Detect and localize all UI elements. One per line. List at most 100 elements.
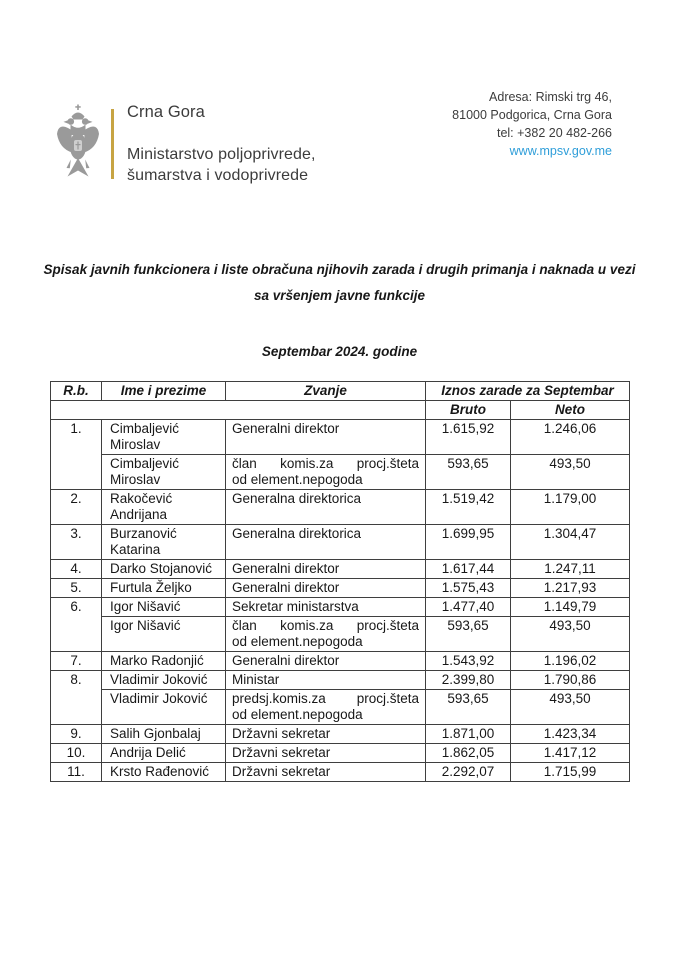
cell-bruto: 1.519,42 <box>425 489 511 525</box>
cell-zvanje: Generalni direktor <box>225 651 426 671</box>
cell-zvanje: Generalni direktor <box>225 419 426 455</box>
column-header-zvanje: Zvanje <box>225 381 426 401</box>
cell-bruto: 1.617,44 <box>425 559 511 579</box>
table-row: 9. Salih Gjonbalaj Državni sekretar 1.871,0… <box>50 724 630 744</box>
cell-name: Cimbaljević Miroslav <box>101 419 226 455</box>
cell-neto: 1.217,93 <box>510 578 630 598</box>
cell-name: Krsto Rađenović <box>101 762 226 782</box>
cell-rb: 1. <box>50 419 102 490</box>
cell-bruto: 593,65 <box>425 616 511 652</box>
cell-rb: 11. <box>50 762 102 782</box>
cell-zvanje: Državni sekretar <box>225 724 426 744</box>
cell-neto: 1.149,79 <box>510 597 630 617</box>
cell-zvanje: Sekretar ministarstva <box>225 597 426 617</box>
cell-rb: 4. <box>50 559 102 579</box>
cell-neto: 1.423,34 <box>510 724 630 744</box>
cell-bruto: 1.543,92 <box>425 651 511 671</box>
cell-bruto: 593,65 <box>425 689 511 725</box>
cell-rb: 6. <box>50 597 102 652</box>
cell-zvanje: član komis.za procj.šteta od element.nepogo… <box>225 616 426 652</box>
cell-neto: 1.247,11 <box>510 559 630 579</box>
cell-name: Cimbaljević Miroslav <box>101 454 226 490</box>
cell-rb: 5. <box>50 578 102 598</box>
table-row: 11. Krsto Rađenović Državni sekretar 2.292,… <box>50 762 630 782</box>
cell-rb: 2. <box>50 489 102 525</box>
cell-bruto: 593,65 <box>425 454 511 490</box>
website-link[interactable]: www.mpsv.gov.me <box>509 144 612 158</box>
cell-neto: 1.196,02 <box>510 651 630 671</box>
cell-zvanje: predsj.komis.za procj.šteta od element.nep… <box>225 689 426 725</box>
document-title: Spisak javnih funkcionera i liste obraču… <box>43 262 636 303</box>
cell-rb: 9. <box>50 724 102 744</box>
cell-neto: 1.304,47 <box>510 524 630 560</box>
cell-bruto: 1.699,95 <box>425 524 511 560</box>
document-period: Septembar 2024. godine <box>261 344 418 359</box>
ministry-name: Ministarstvo poljoprivrede, šumarstva i … <box>127 146 316 184</box>
table-row: 3. Burzanović Katarina Generalna direktori… <box>50 524 630 560</box>
table-row: Cimbaljević Miroslav član komis.za procj.št… <box>51 454 630 490</box>
cell-name: Darko Stojanović <box>101 559 226 579</box>
cell-name: Rakočević Andrijana <box>101 489 226 525</box>
cell-bruto: 1.575,43 <box>425 578 511 598</box>
montenegro-coat-of-arms-icon <box>57 104 99 176</box>
cell-name: Igor Nišavić <box>101 616 226 652</box>
cell-rb: 10. <box>50 743 102 763</box>
salary-table: R.b. Ime i prezime Zvanje Iznos zarade z… <box>50 381 630 782</box>
cell-neto: 493,50 <box>510 689 630 725</box>
contact-address-line1: Adresa: Rimski trg 46, <box>489 90 612 104</box>
cell-bruto: 2.399,80 <box>425 670 511 690</box>
header-row-2: Bruto Neto <box>50 400 630 420</box>
cell-neto: 1.179,00 <box>510 489 630 525</box>
cell-neto: 493,50 <box>510 616 630 652</box>
table-row: Vladimir Joković predsj.komis.za procj.šte… <box>51 689 630 725</box>
header-row-1: R.b. Ime i prezime Zvanje Iznos zarade z… <box>50 381 630 401</box>
contact-address-line2: 81000 Podgorica, Crna Gora <box>452 108 612 122</box>
cell-neto: 1.715,99 <box>510 762 630 782</box>
cell-bruto: 1.615,92 <box>425 419 511 455</box>
cell-name: Burzanović Katarina <box>101 524 226 560</box>
cell-name: Vladimir Joković <box>101 670 226 690</box>
table-row: 2. Rakočević Andrijana Generalna direktori… <box>50 489 630 525</box>
column-header-neto: Neto <box>510 400 630 420</box>
cell-bruto: 1.477,40 <box>425 597 511 617</box>
cell-zvanje: Generalna direktorica <box>225 524 426 560</box>
cell-zvanje: Generalna direktorica <box>225 489 426 525</box>
cell-zvanje: Generalni direktor <box>225 559 426 579</box>
cell-name: Vladimir Joković <box>101 689 226 725</box>
cell-neto: 1.246,06 <box>510 419 630 455</box>
cell-zvanje: Državni sekretar <box>225 743 426 763</box>
country-name: Crna Gora <box>127 103 205 121</box>
cell-rb: 7. <box>50 651 102 671</box>
contact-block: Adresa: Rimski trg 46, 81000 Podgorica, … <box>452 88 612 160</box>
table-row: 7. Marko Radonjić Generalni direktor 1.543,… <box>50 651 630 671</box>
cell-bruto: 1.862,05 <box>425 743 511 763</box>
table-row: 1. Cimbaljević Miroslav Generalni direktor… <box>50 419 630 490</box>
column-header-bruto: Bruto <box>425 400 511 420</box>
column-header-salary-group: Iznos zarade za Septembar <box>425 381 630 401</box>
salary-table-body: 1. Cimbaljević Miroslav Generalni direktor… <box>50 419 630 782</box>
gold-separator <box>111 108 114 179</box>
cell-name: Igor Nišavić <box>101 597 226 617</box>
cell-zvanje: Generalni direktor <box>225 578 426 598</box>
cell-name: Salih Gjonbalaj <box>101 724 226 744</box>
header-spacer-cell <box>50 400 426 420</box>
table-row: Igor Nišavić član komis.za procj.šteta od el… <box>51 616 630 652</box>
cell-zvanje: Ministar <box>225 670 426 690</box>
cell-rb: 8. <box>50 670 102 725</box>
cell-bruto: 2.292,07 <box>425 762 511 782</box>
table-row: 4. Darko Stojanović Generalni direktor 1.61… <box>50 559 630 579</box>
cell-bruto: 1.871,00 <box>425 724 511 744</box>
cell-name: Furtula Željko <box>101 578 226 598</box>
letterhead-brand: Crna Gora Ministarstvo poljoprivrede, šu… <box>56 80 316 207</box>
table-row: 5. Furtula Željko Generalni direktor 1.575,… <box>50 578 630 598</box>
column-header-name: Ime i prezime <box>101 381 226 401</box>
contact-phone: tel: +382 20 482-266 <box>496 126 612 140</box>
table-row: 6. Igor Nišavić Sekretar ministarstva 1.477… <box>50 597 630 652</box>
cell-rb: 3. <box>50 524 102 560</box>
cell-zvanje: Državni sekretar <box>225 762 426 782</box>
table-row: 10. Andrija Delić Državni sekretar 1.862,05… <box>50 743 630 763</box>
column-header-rb: R.b. <box>50 381 102 401</box>
cell-zvanje: član komis.za procj.šteta od element.nepogo… <box>225 454 426 490</box>
cell-neto: 493,50 <box>510 454 630 490</box>
